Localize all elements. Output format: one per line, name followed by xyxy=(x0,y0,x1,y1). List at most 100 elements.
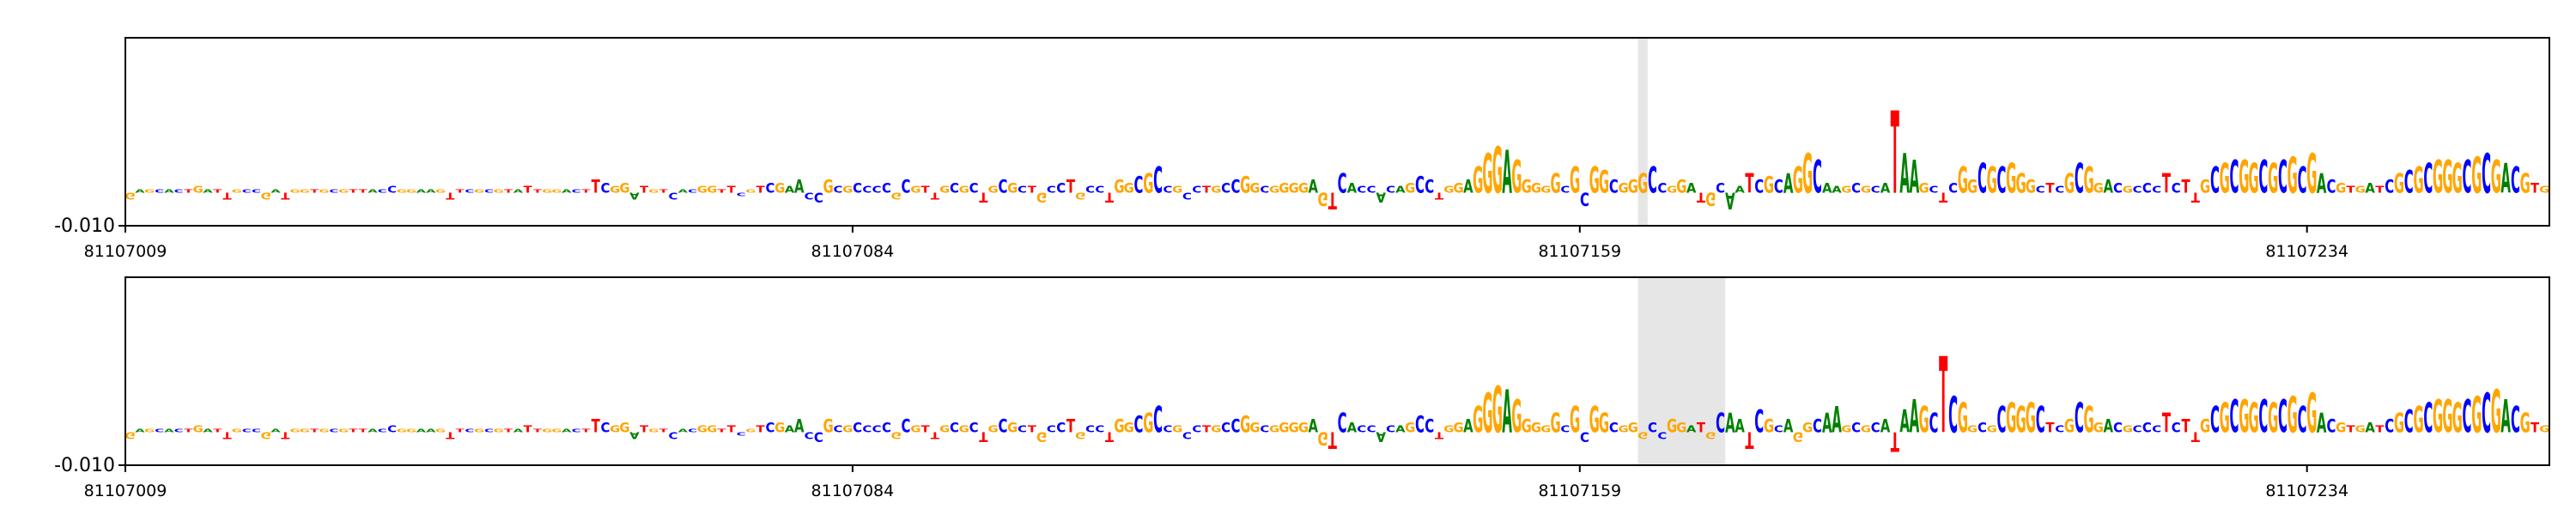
nucleotide-letter: C xyxy=(1386,425,1395,435)
nucleotide-letter: G xyxy=(2442,152,2452,204)
nucleotide-letter: A xyxy=(785,425,795,435)
nucleotide-letter: C xyxy=(2258,391,2268,444)
nucleotide-letter: T xyxy=(979,189,988,205)
nucleotide-letter: G xyxy=(775,420,785,436)
nucleotide-letter: C xyxy=(1871,420,1880,436)
nucleotide-letter: G xyxy=(125,190,136,200)
nucleotide-letter: G xyxy=(397,428,407,433)
nucleotide-letter: A xyxy=(1347,420,1358,436)
nucleotide-letter: C xyxy=(2404,163,2414,200)
nucleotide-letter: G xyxy=(1279,180,1289,197)
nucleotide-letter: C xyxy=(1085,185,1095,196)
nucleotide-letter: T xyxy=(1697,189,1706,205)
nucleotide-letter: A xyxy=(1725,186,1735,213)
nucleotide-letter: C xyxy=(1260,425,1269,435)
nucleotide-letter: G xyxy=(1764,173,1774,199)
nucleotide-letter: C xyxy=(853,420,862,436)
nucleotide-letter: T xyxy=(581,428,591,433)
nucleotide-letter: G xyxy=(1550,407,1560,439)
nucleotide-letter: C xyxy=(1230,416,1240,437)
nucleotide-letter: C xyxy=(2463,152,2472,204)
nucleotide-letter: T xyxy=(524,425,532,435)
nucleotide-letter: A xyxy=(1832,400,1842,441)
nucleotide-letter: G xyxy=(1667,416,1677,437)
nucleotide-letter: C xyxy=(1192,425,1201,435)
nucleotide-letter: G xyxy=(1841,425,1851,435)
nucleotide-letter: G xyxy=(397,189,407,194)
nucleotide-letter: A xyxy=(1880,416,1891,437)
nucleotide-letter: G xyxy=(2442,391,2452,444)
nucleotide-letter: G xyxy=(842,185,853,196)
nucleotide-letter: C xyxy=(2055,185,2064,196)
nucleotide-letter: C xyxy=(2326,416,2336,437)
nucleotide-letter: C xyxy=(1754,177,1764,197)
nucleotide-letter: T xyxy=(640,185,648,196)
nucleotide-letter: T xyxy=(921,425,930,435)
nucleotide-letter: G xyxy=(1211,425,1221,435)
nucleotide-letter: C xyxy=(484,189,494,194)
nucleotide-letter: G xyxy=(1289,420,1299,436)
nucleotide-letter: T xyxy=(931,429,939,439)
nucleotide-letter: A xyxy=(416,428,427,433)
nucleotide-letter: G xyxy=(2306,142,2317,205)
nucleotide-letter: C xyxy=(814,189,823,205)
nucleotide-letter: G xyxy=(1298,420,1309,436)
nucleotide-letter: T xyxy=(533,428,543,433)
nucleotide-letter: C xyxy=(998,177,1007,197)
nucleotide-letter: G xyxy=(2015,167,2026,199)
nucleotide-letter: C xyxy=(387,185,397,196)
nucleotide-letter: C xyxy=(1415,412,1425,439)
nucleotide-letter: G xyxy=(1454,420,1464,436)
nucleotide-letter: C xyxy=(572,189,581,194)
nucleotide-letter: C xyxy=(387,425,397,435)
nucleotide-letter: T xyxy=(931,190,939,200)
nucleotide-letter: C xyxy=(1221,420,1230,436)
nucleotide-letter: G xyxy=(1240,412,1250,439)
nucleotide-letter: G xyxy=(697,425,708,435)
nucleotide-letter: G xyxy=(1628,177,1638,197)
nucleotide-letter: C xyxy=(1047,425,1056,435)
nucleotide-letter: G xyxy=(2471,386,2482,444)
nucleotide-letter: T xyxy=(2181,416,2190,437)
nucleotide-letter: A xyxy=(203,428,213,433)
nucleotide-letter: T xyxy=(727,425,736,435)
nucleotide-letter: G xyxy=(2220,395,2230,442)
nucleotide-letter: A xyxy=(678,189,689,194)
nucleotide-letter: C xyxy=(1580,428,1589,445)
nucleotide-letter: A xyxy=(785,185,795,196)
nucleotide-letter: T xyxy=(717,189,726,194)
nucleotide-letter: G xyxy=(1676,177,1686,197)
nucleotide-letter: C xyxy=(1648,420,1657,436)
nucleotide-letter: C xyxy=(600,180,610,197)
nucleotide-letter: A xyxy=(1376,189,1387,205)
nucleotide-letter: C xyxy=(1609,420,1619,436)
nucleotide-letter: G xyxy=(2064,416,2075,437)
plot-frame xyxy=(125,276,2550,466)
nucleotide-letter: G xyxy=(1211,185,1221,196)
nucleotide-letter: G xyxy=(2093,180,2104,197)
nucleotide-letter: C xyxy=(1095,425,1104,435)
nucleotide-letter: A xyxy=(1832,185,1842,196)
nucleotide-letter: T xyxy=(2191,189,2201,205)
nucleotide-letter: A xyxy=(2103,416,2113,437)
nucleotide-letter: G xyxy=(1570,161,1580,202)
nucleotide-letter: C xyxy=(2230,152,2239,204)
nucleotide-letter: C xyxy=(600,420,610,436)
nucleotide-letter: G xyxy=(2084,400,2094,441)
nucleotide-letter: G xyxy=(1619,425,1629,435)
nucleotide-letter: C xyxy=(1367,185,1376,196)
nucleotide-letter: T xyxy=(2162,407,2171,439)
nucleotide-letter: C xyxy=(2298,161,2307,202)
nucleotide-letter: G xyxy=(1618,180,1628,197)
nucleotide-letter: G xyxy=(542,428,552,433)
nucleotide-letter: C xyxy=(1357,185,1366,196)
nucleotide-letter: C xyxy=(2133,185,2142,196)
nucleotide-letter: G xyxy=(959,425,969,435)
nucleotide-letter: A xyxy=(629,190,640,200)
nucleotide-letter: G xyxy=(1492,135,1503,209)
nucleotide-letter: G xyxy=(125,429,136,439)
nucleotide-letter: C xyxy=(1425,177,1434,197)
nucleotide-letter: A xyxy=(1735,185,1745,196)
nucleotide-letter: G xyxy=(1958,395,1968,442)
nucleotide-letter: G xyxy=(1802,420,1813,436)
